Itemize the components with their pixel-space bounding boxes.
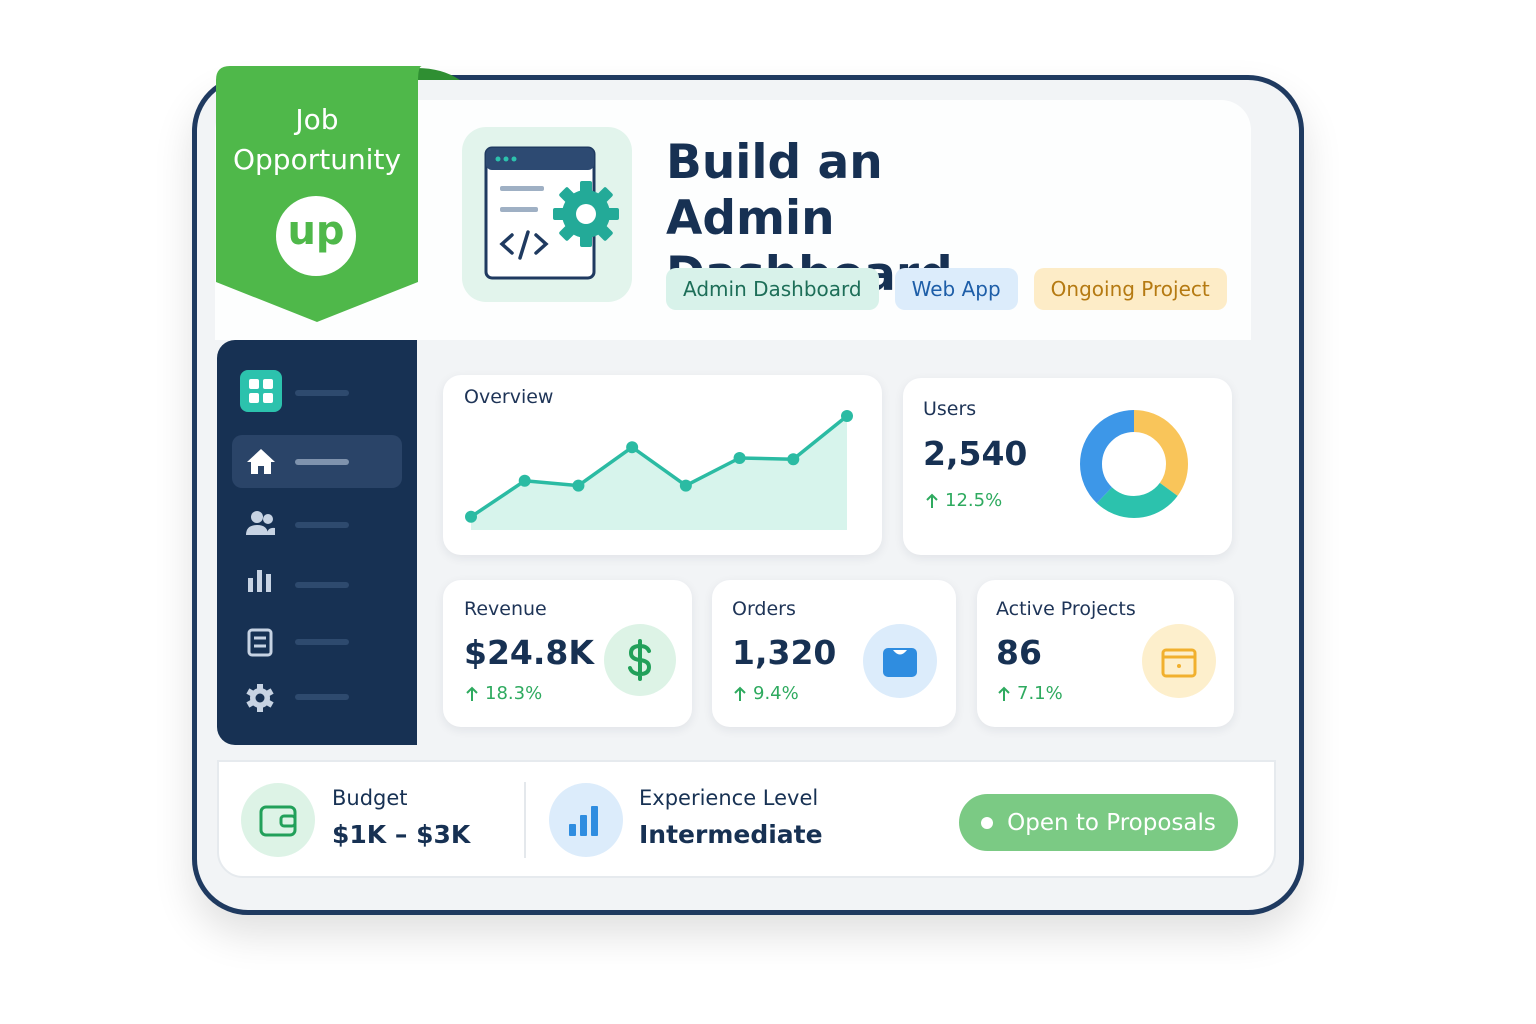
card-title: Active Projects xyxy=(996,598,1136,620)
divider xyxy=(524,782,526,858)
change-text: 12.5% xyxy=(945,490,1003,511)
status-button[interactable]: Open to Proposals xyxy=(959,794,1238,851)
tags: Admin Dashboard Web App Ongoing Project xyxy=(666,268,1227,310)
status-text: Open to Proposals xyxy=(1007,809,1216,836)
code-symbol xyxy=(499,230,549,260)
nav-line xyxy=(295,639,349,645)
nav-line xyxy=(295,582,349,588)
nav-line xyxy=(295,459,349,465)
area xyxy=(471,416,847,530)
revenue-icon xyxy=(604,624,676,696)
sidebar xyxy=(217,340,417,745)
budget: $1K – $3K xyxy=(332,820,471,849)
sidebar-icons xyxy=(240,370,282,712)
point xyxy=(787,453,800,466)
projects-card: Active Projects 86 7.1% xyxy=(977,580,1234,727)
up-arrow xyxy=(734,686,746,701)
stat-value: $24.8K xyxy=(464,633,594,672)
line xyxy=(470,414,849,519)
budget-label: Budget xyxy=(332,786,408,810)
users-donut xyxy=(1080,410,1188,518)
orders-icon xyxy=(863,624,937,698)
tag: Ongoing Project xyxy=(1033,268,1227,310)
stat-value: 2,540 xyxy=(923,434,1028,473)
point xyxy=(626,441,639,454)
experience-label: Experience Level xyxy=(639,786,819,810)
dot xyxy=(503,156,509,162)
nav-line xyxy=(295,694,349,700)
donut-segment xyxy=(1080,410,1188,518)
point xyxy=(733,452,746,464)
stat-value: 1,320 xyxy=(732,633,837,672)
nav-line xyxy=(295,522,349,528)
card-title: Users xyxy=(923,398,977,420)
status-dot xyxy=(981,816,994,829)
logo: up xyxy=(287,208,345,254)
up-arrow xyxy=(926,493,938,508)
footer: Budget $1K – $3K Experience Level Interm… xyxy=(217,760,1276,878)
users-icon[interactable] xyxy=(246,511,275,535)
change-text: 9.4% xyxy=(753,683,799,704)
point xyxy=(518,474,531,487)
stat-change: 7.1% xyxy=(997,683,1063,704)
overview-card: Overview xyxy=(443,375,882,555)
badge-shape xyxy=(216,66,422,322)
badge-fold xyxy=(417,68,460,80)
card-title: Overview xyxy=(464,386,554,408)
change-text: 7.1% xyxy=(1017,683,1063,704)
donut-segment xyxy=(1080,410,1188,518)
dot xyxy=(495,156,501,162)
dot xyxy=(511,156,517,162)
app-icon xyxy=(484,146,619,280)
orders-card: Orders 1,320 9.4% xyxy=(712,580,956,727)
doc-lines xyxy=(254,636,266,648)
chart-icon[interactable] xyxy=(248,570,271,592)
stat-value: 86 xyxy=(996,633,1042,672)
logo-circle xyxy=(276,196,356,276)
card-title: Revenue xyxy=(464,598,547,620)
doc-icon[interactable] xyxy=(247,628,273,657)
home-icon[interactable] xyxy=(247,449,275,474)
settings-icon[interactable] xyxy=(246,684,274,712)
change-text: 18.3% xyxy=(485,683,543,704)
window-bar xyxy=(486,148,594,170)
tag: Web App xyxy=(894,268,1018,310)
badge-title: Job Opportunity xyxy=(232,103,402,176)
stat-change: 9.4% xyxy=(733,683,799,704)
overview-chart xyxy=(465,410,853,530)
grid-icon[interactable] xyxy=(240,370,282,412)
stat-change: 18.3% xyxy=(465,683,542,704)
gear xyxy=(553,181,619,247)
budget-icon xyxy=(241,783,315,857)
stat-change: 12.5% xyxy=(925,490,1002,511)
point xyxy=(679,479,692,492)
experience-icon xyxy=(549,783,623,857)
users-card: Users 2,540 12.5% xyxy=(903,378,1232,555)
up-arrow xyxy=(466,686,478,701)
experience: Intermediate xyxy=(639,820,823,849)
revenue-card: Revenue $24.8K 18.3% xyxy=(443,580,692,727)
projects-icon xyxy=(1142,624,1216,698)
card-title: Orders xyxy=(732,598,796,620)
line xyxy=(500,186,544,191)
badge xyxy=(216,66,460,322)
nav-line xyxy=(295,390,349,396)
line xyxy=(500,207,538,212)
point xyxy=(572,479,585,492)
point xyxy=(841,410,853,422)
point xyxy=(465,510,477,523)
tag: Admin Dashboard xyxy=(666,268,879,310)
up-arrow xyxy=(998,686,1010,701)
